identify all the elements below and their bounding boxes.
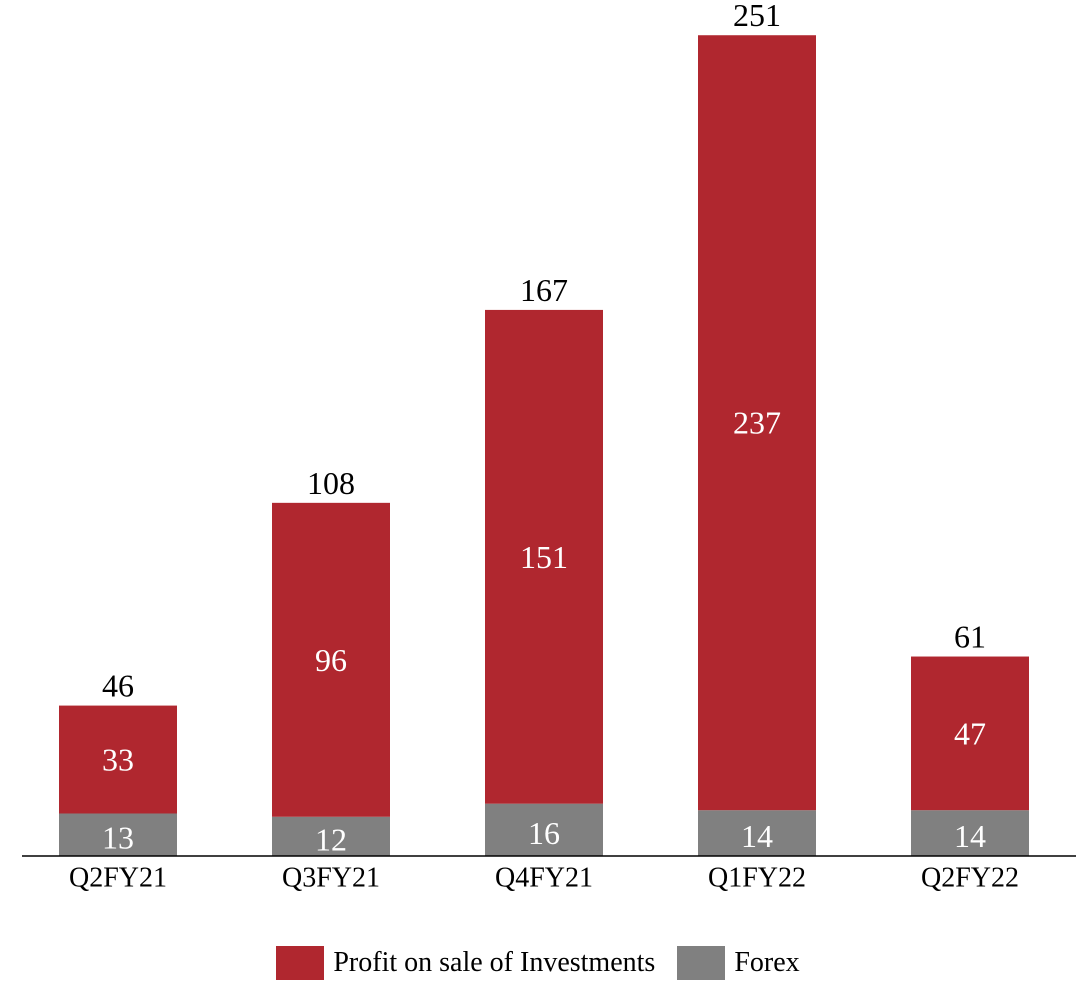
bar-profit xyxy=(911,656,1029,811)
x-tick-label: Q2FY22 xyxy=(921,863,1019,894)
bar-forex xyxy=(272,816,390,856)
total-label: 167 xyxy=(520,272,568,308)
legend-swatch-forex xyxy=(677,946,726,980)
legend: Profit on sale of Investments Forex xyxy=(0,946,1076,980)
total-label: 46 xyxy=(102,668,134,704)
bar-forex xyxy=(911,810,1029,856)
total-label: 61 xyxy=(954,619,986,655)
data-label-forex: 16 xyxy=(528,815,560,851)
data-label-forex: 13 xyxy=(102,820,134,856)
bars-group xyxy=(59,35,1029,856)
bar-forex xyxy=(485,803,603,856)
data-label-profit: 151 xyxy=(520,539,568,575)
data-label-profit: 47 xyxy=(954,715,986,751)
bar-profit xyxy=(59,705,177,814)
legend-label-profit: Profit on sale of Investments xyxy=(333,947,656,978)
data-label-forex: 14 xyxy=(954,818,986,854)
x-tick-label: Q1FY22 xyxy=(708,863,806,894)
total-label: 251 xyxy=(733,0,781,33)
bar-forex xyxy=(59,813,177,856)
bar-profit xyxy=(698,35,816,811)
x-tick-label: Q4FY21 xyxy=(495,863,593,894)
bar-forex xyxy=(698,810,816,856)
x-tick-label: Q3FY21 xyxy=(282,863,380,894)
data-label-profit: 33 xyxy=(102,742,134,778)
total-label: 108 xyxy=(307,465,355,501)
bar-profit xyxy=(485,309,603,804)
labels-group: 13 33 46 Q2FY21 12 96 108 Q3FY21 16 151 167 Q4FY21 1… xyxy=(69,0,1019,894)
legend-item-forex: Forex xyxy=(677,946,800,980)
legend-item-profit: Profit on sale of Investments xyxy=(276,946,655,980)
stacked-bar-chart: 13 33 46 Q2FY21 12 96 108 Q3FY21 16 151 167 Q4FY21 1… xyxy=(22,0,1076,894)
bar-profit xyxy=(272,502,390,817)
x-tick-label: Q2FY21 xyxy=(69,863,167,894)
data-label-forex: 12 xyxy=(315,821,347,857)
legend-swatch-profit xyxy=(276,946,325,980)
data-label-profit: 237 xyxy=(733,405,781,441)
legend-label-forex: Forex xyxy=(734,947,800,978)
data-label-forex: 14 xyxy=(741,818,773,854)
data-label-profit: 96 xyxy=(315,642,347,678)
